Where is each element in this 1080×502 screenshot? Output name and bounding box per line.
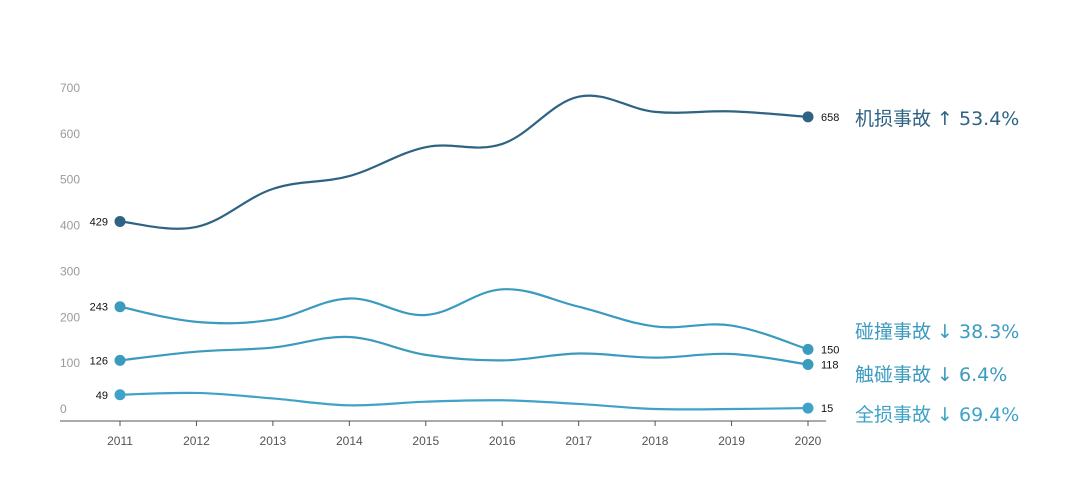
series-3-line xyxy=(118,335,810,366)
series-3-title: 触碰事故 ↓ 6.4% xyxy=(855,364,1007,386)
series-3-end-label: 118 xyxy=(821,360,839,372)
x-tick-label: 2020 xyxy=(795,434,822,448)
series-4-start-marker xyxy=(114,389,126,401)
series-2-end-label: 150 xyxy=(821,344,839,356)
series-3-start-label: 126 xyxy=(90,355,108,367)
x-tick-label: 2011 xyxy=(107,434,133,448)
series-4-line xyxy=(118,391,810,411)
series-2-start-marker xyxy=(114,301,126,313)
series-1-line xyxy=(118,94,810,230)
y-tick-label: 600 xyxy=(60,127,80,141)
series-4-end-marker xyxy=(802,402,814,414)
series-1-end-label: 658 xyxy=(821,112,839,124)
series-4-end-label: 15 xyxy=(821,403,833,415)
y-tick-label: 500 xyxy=(60,173,80,187)
y-tick-label: 700 xyxy=(60,81,80,95)
y-tick-label: 200 xyxy=(60,310,80,324)
series-1-title: 机损事故 ↑ 53.4% xyxy=(855,108,1019,130)
x-tick-label: 2016 xyxy=(489,434,516,448)
x-tick-label: 2014 xyxy=(336,434,363,448)
x-tick-label: 2015 xyxy=(412,434,439,448)
series-2-start-label: 243 xyxy=(90,302,108,314)
series-1-start-label: 429 xyxy=(90,216,108,228)
series-2-title: 碰撞事故 ↓ 38.3% xyxy=(855,321,1019,343)
series-4-start-label: 49 xyxy=(96,390,108,402)
series-2-line xyxy=(118,288,810,351)
series-4-title: 全损事故 ↓ 69.4% xyxy=(855,404,1019,426)
x-tick-label: 2018 xyxy=(642,434,669,448)
x-tick-label: 2017 xyxy=(565,434,592,448)
x-tick-label: 2013 xyxy=(260,434,287,448)
y-tick-label: 300 xyxy=(60,264,80,278)
series-2-end-marker xyxy=(802,343,814,355)
series-3-end-marker xyxy=(802,359,814,371)
x-tick-label: 2019 xyxy=(718,434,745,448)
series-1-end-marker xyxy=(802,111,814,123)
y-tick-label: 0 xyxy=(60,402,67,416)
y-tick-label: 100 xyxy=(60,356,80,370)
y-tick-label: 400 xyxy=(60,219,80,233)
series-3-start-marker xyxy=(114,354,126,366)
series-1-start-marker xyxy=(114,215,126,227)
x-tick-label: 2012 xyxy=(183,434,210,448)
